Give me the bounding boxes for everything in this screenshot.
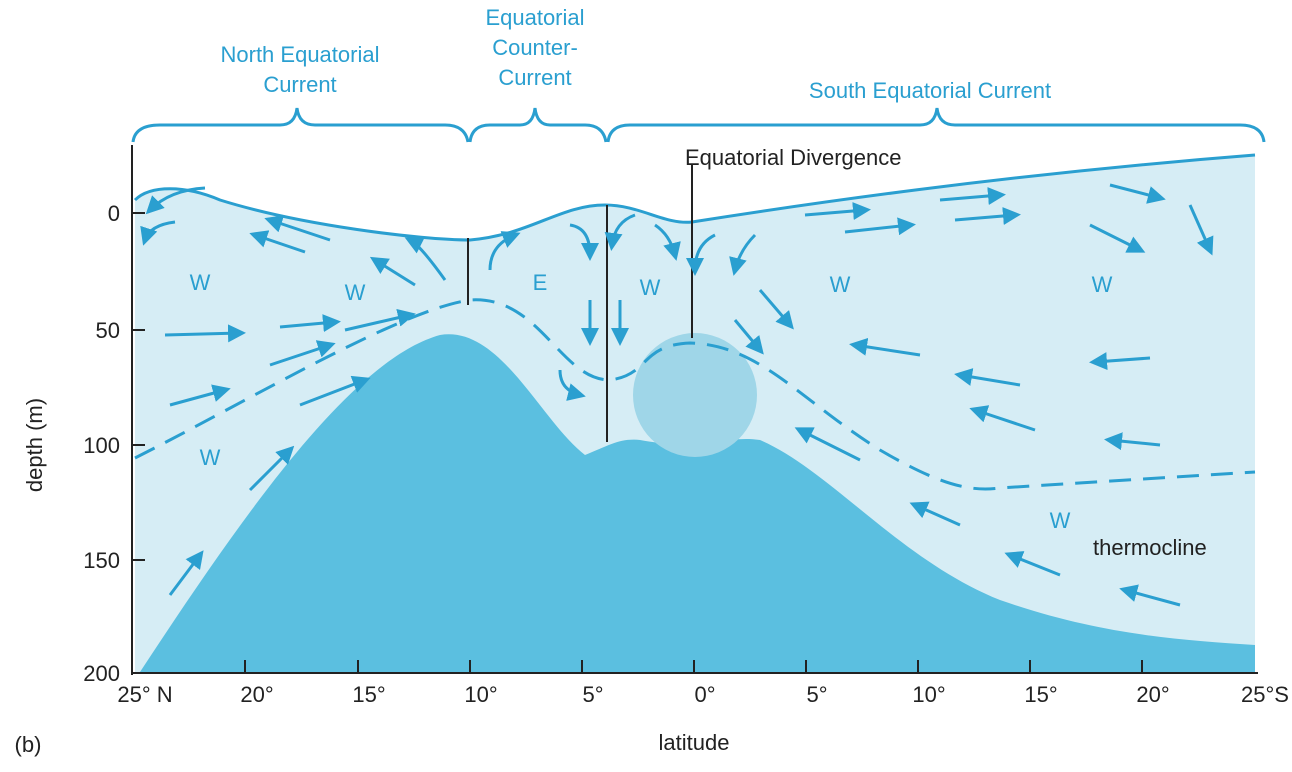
current-label: South Equatorial Current [809, 78, 1051, 103]
water-mass-label: W [640, 275, 661, 300]
x-tick-label: 15° [352, 682, 385, 707]
x-tick-label: 0° [694, 682, 715, 707]
x-tick-label: 5° [806, 682, 827, 707]
x-tick-label: 20° [1136, 682, 1169, 707]
y-axis-label: depth (m) [22, 398, 47, 492]
water-mass-label: W [1092, 272, 1113, 297]
current-label: North Equatorial [221, 42, 380, 67]
panel-label: (b) [15, 732, 42, 757]
x-tick-label: 10° [464, 682, 497, 707]
x-tick-label: 10° [912, 682, 945, 707]
y-tick-label: 200 [83, 661, 120, 686]
water-mass-label: W [200, 445, 221, 470]
current-label: Equatorial [485, 5, 584, 30]
y-tick-label: 100 [83, 433, 120, 458]
brackets [133, 108, 1264, 142]
upwelling-core [633, 333, 757, 457]
water-mass-label: E [533, 270, 548, 295]
diagram: North Equatorial Current Equatorial Counter… [0, 0, 1292, 767]
y-tick-label: 150 [83, 548, 120, 573]
current-label: Current [263, 72, 336, 97]
x-tick-label: 25° N [117, 682, 172, 707]
water-mass-label: W [345, 280, 366, 305]
current-label: Current [498, 65, 571, 90]
y-tick-label: 0 [108, 201, 120, 226]
annotation: Equatorial Divergence [685, 145, 901, 170]
water-mass-label: W [830, 272, 851, 297]
x-tick-label: 20° [240, 682, 273, 707]
x-tick-label: 25°S [1241, 682, 1289, 707]
x-tick-label: 5° [582, 682, 603, 707]
annotation: thermocline [1093, 535, 1207, 560]
water-mass-label: W [1050, 508, 1071, 533]
water-mass-label: W [190, 270, 211, 295]
y-tick-label: 50 [96, 318, 120, 343]
x-tick-label: 15° [1024, 682, 1057, 707]
current-label: Counter- [492, 35, 578, 60]
x-axis-label: latitude [659, 730, 730, 755]
